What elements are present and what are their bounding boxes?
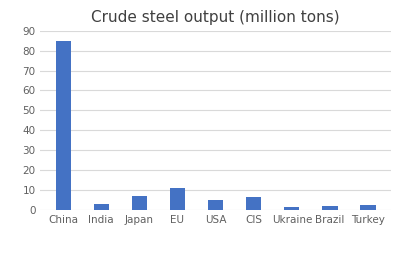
Bar <box>132 196 147 210</box>
Bar <box>322 206 338 210</box>
Bar <box>246 197 261 210</box>
Bar <box>170 188 185 210</box>
Bar <box>284 207 299 210</box>
Title: Crude steel output (million tons): Crude steel output (million tons) <box>91 10 340 25</box>
Bar <box>56 41 71 210</box>
Bar <box>360 205 376 210</box>
Bar <box>208 200 223 210</box>
Bar <box>93 204 109 210</box>
